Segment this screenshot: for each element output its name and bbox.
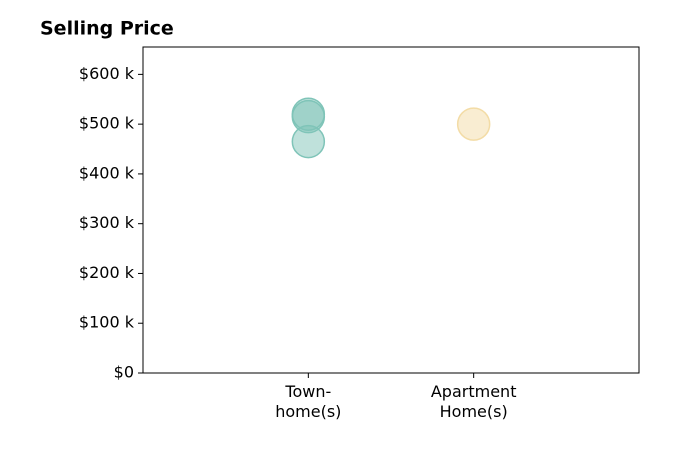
y-tick-label: $600 k bbox=[79, 64, 135, 83]
plot-frame bbox=[142, 46, 640, 374]
chart-title: Selling Price bbox=[40, 18, 174, 40]
y-tick-label: $500 k bbox=[79, 114, 135, 133]
x-tick-label: Apartment Home(s) bbox=[431, 382, 517, 421]
y-tick-label: $100 k bbox=[79, 313, 135, 332]
y-tick-label: $200 k bbox=[79, 263, 135, 282]
y-tick-label: $300 k bbox=[79, 213, 135, 232]
point bbox=[291, 124, 326, 159]
y-tick-label: $0 bbox=[114, 363, 134, 382]
point bbox=[456, 107, 491, 141]
x-tick-label: Town-home(s) bbox=[275, 382, 341, 421]
y-tick-label: $400 k bbox=[79, 163, 135, 182]
